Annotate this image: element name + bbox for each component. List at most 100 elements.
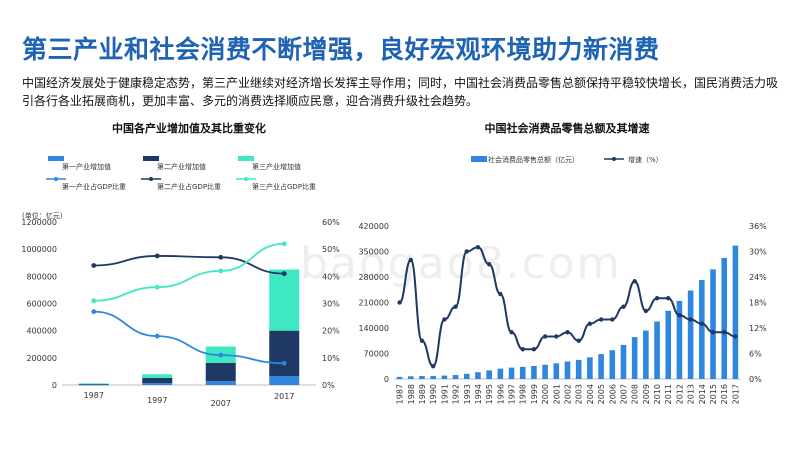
chart1-bar <box>205 381 236 385</box>
chart2-bar <box>419 376 425 379</box>
chart1-ytick: 800000 <box>26 272 57 281</box>
chart2-xtick: 1991 <box>440 384 449 404</box>
chart1-legend-label: 第一产业增加值 <box>62 162 111 171</box>
chart2-bar <box>654 321 660 379</box>
chart1-legend-swatch <box>48 156 64 161</box>
chart2-bar <box>430 375 436 379</box>
chart2-xtick: 2004 <box>586 384 595 404</box>
chart2-ytick: 70000 <box>364 350 389 359</box>
chart2-bar <box>463 373 470 379</box>
chart1-xtick: 1987 <box>84 391 104 400</box>
chart1-y2tick: 20% <box>322 327 340 336</box>
chart2-xtick: 2010 <box>653 384 662 404</box>
chart1-y2tick: 50% <box>322 245 340 254</box>
chart2-xtick: 1992 <box>452 384 461 404</box>
chart2-xtick: 2002 <box>564 384 573 404</box>
chart1-share-point <box>281 360 287 366</box>
chart1-y2tick: 40% <box>322 272 340 281</box>
chart2-xtick: 1999 <box>530 384 539 404</box>
chart2-bar <box>508 367 515 379</box>
chart2-legend-marker <box>612 157 616 161</box>
chart1-legend-swatch <box>143 156 159 161</box>
chart2-y2tick: 0% <box>749 375 762 384</box>
chart1-bar <box>142 377 173 384</box>
chart2-bar <box>396 376 403 379</box>
chart1-ytick: 1000000 <box>21 245 57 254</box>
chart2-bar <box>486 370 492 379</box>
chart2-bar <box>441 375 448 379</box>
chart2-xtick: 2001 <box>552 384 561 404</box>
chart1-share-point <box>281 241 287 247</box>
chart2-growth-point <box>610 317 615 322</box>
chart1-unit-label: (单位：亿元) <box>22 211 63 220</box>
chart2-bar <box>699 279 705 379</box>
chart2-growth-point <box>408 257 413 263</box>
chart1-share-point <box>218 352 224 358</box>
chart2-xtick: 2009 <box>642 384 651 404</box>
chart2-bar <box>676 300 683 379</box>
chart1-share-line <box>93 242 285 302</box>
chart1-legend-marker <box>244 177 248 181</box>
chart2-xtick: 1995 <box>485 384 494 404</box>
chart2-ytick: 0 <box>384 375 389 384</box>
chart1-bar <box>78 383 109 385</box>
chart2-growth-point <box>666 296 671 301</box>
chart1-share-line <box>93 255 285 275</box>
chart2-growth-point <box>498 291 503 297</box>
chart2-ytick: 140000 <box>358 324 389 333</box>
chart1-bar <box>269 269 300 331</box>
chart1-legend-swatch <box>238 156 254 161</box>
chart1-bar <box>269 330 300 377</box>
chart2-xtick: 1993 <box>463 384 472 404</box>
chart1-share-point <box>218 268 224 274</box>
chart2-bar <box>598 354 604 379</box>
chart2-y2tick: 24% <box>749 273 767 282</box>
chart2-growth-point <box>430 364 436 369</box>
chart2-xtick: 2017 <box>731 384 740 404</box>
chart1-share-line <box>93 310 285 365</box>
chart2-xtick: 1997 <box>508 384 517 404</box>
chart1-legend-marker <box>54 177 58 181</box>
chart2-growth-point <box>654 296 660 301</box>
chart1-bar <box>78 384 109 386</box>
chart2-bar <box>732 245 739 379</box>
chart2-xtick: 1996 <box>496 384 505 404</box>
chart1-legend-label: 第一产业占GDP比重 <box>62 182 126 191</box>
chart2-growth-point <box>419 338 425 343</box>
chart1-xtick: 1997 <box>147 396 167 405</box>
chart2-legend-swatch <box>471 156 487 162</box>
chart2-growth-line <box>398 246 736 368</box>
chart2-growth-point <box>688 317 693 322</box>
chart2-xtick: 1988 <box>407 384 416 404</box>
watermark-text: baogao8.com <box>300 238 622 289</box>
chart2-ytick: 350000 <box>358 248 389 257</box>
chart1-share-point <box>154 333 160 339</box>
chart2-bar <box>631 337 638 379</box>
chart1-legend-label: 第三产业增加值 <box>252 162 301 171</box>
chart2-ytick: 420000 <box>358 222 389 231</box>
chart2-bar <box>452 375 459 379</box>
chart1-legend-label: 第二产业占GDP比重 <box>157 182 221 191</box>
chart2-xtick: 2006 <box>608 384 617 404</box>
chart1-share-point <box>154 284 160 290</box>
chart2-bar <box>553 363 560 379</box>
chart2-bar <box>587 357 593 379</box>
chart2-growth-point <box>453 304 458 309</box>
chart1-legend-label: 第三产业占GDP比重 <box>252 182 316 191</box>
page-headline: 第三产业和社会消费不断增强，良好宏观环境助力新消费 <box>22 35 660 64</box>
chart2-growth-point <box>587 321 593 326</box>
chart2-growth-point <box>542 334 548 339</box>
chart2-growth-point <box>531 347 537 352</box>
intro-paragraph: 中国经济发展处于健康稳定态势，第三产业继续对经济增长发挥主导作用；同时，中国社会… <box>22 76 779 108</box>
chart1-y2tick: 60% <box>322 218 340 227</box>
chart2-xtick: 1994 <box>474 384 483 404</box>
chart2-ytick: 280000 <box>358 273 389 282</box>
chart2-growth-point <box>677 313 682 318</box>
chart1-share-point <box>281 271 287 277</box>
chart2-growth-point <box>565 330 570 335</box>
chart2-bar <box>665 310 672 379</box>
chart2-growth-point <box>598 317 604 322</box>
chart1-bar <box>269 376 300 385</box>
chart2-xtick: 1987 <box>396 384 405 404</box>
